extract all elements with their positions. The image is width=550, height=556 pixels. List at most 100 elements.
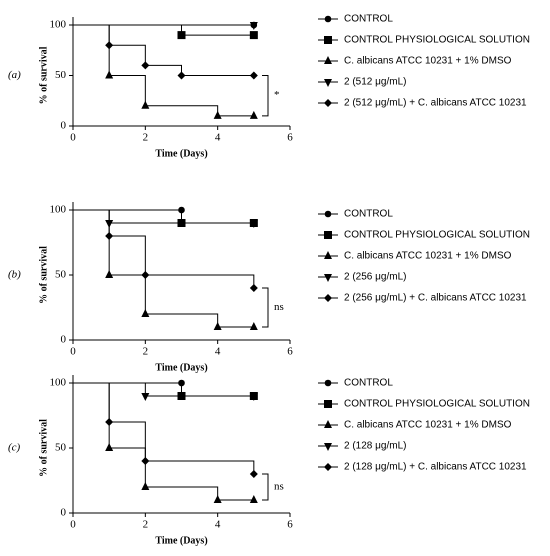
significance-label: ns bbox=[274, 481, 284, 493]
marker bbox=[141, 482, 150, 490]
marker bbox=[141, 393, 150, 401]
survival-line bbox=[73, 209, 254, 224]
marker bbox=[105, 232, 114, 240]
legend-label: 2 (512 μg/mL) + C. albicans ATCC 10231 bbox=[344, 98, 527, 109]
y-tick-label: 100 bbox=[50, 204, 67, 216]
marker bbox=[249, 110, 258, 119]
legend-label: CONTROL bbox=[344, 209, 393, 220]
survival-line bbox=[73, 24, 254, 117]
marker bbox=[249, 284, 258, 292]
marker bbox=[324, 15, 332, 23]
marker bbox=[324, 400, 332, 408]
x-tick-label: 2 bbox=[143, 132, 149, 144]
legend-label: CONTROL PHYSIOLOGICAL SOLUTION bbox=[344, 230, 530, 241]
marker bbox=[324, 231, 332, 239]
marker bbox=[324, 463, 332, 471]
survival-line bbox=[73, 24, 254, 76]
marker bbox=[105, 418, 114, 426]
marker bbox=[105, 270, 114, 278]
significance-bracket bbox=[262, 287, 269, 328]
marker bbox=[249, 495, 258, 503]
marker bbox=[324, 294, 332, 302]
marker bbox=[177, 31, 186, 40]
survival-line bbox=[73, 382, 255, 474]
x-tick-label: 4 bbox=[215, 132, 221, 144]
legend-label: 2 (512 μg/mL) bbox=[344, 77, 406, 88]
legend-label: CONTROL PHYSIOLOGICAL SOLUTION bbox=[344, 399, 530, 410]
legend-label: CONTROL PHYSIOLOGICAL SOLUTION bbox=[344, 35, 530, 46]
marker bbox=[213, 322, 222, 330]
legend-label: C. albicans ATCC 10231 + 1% DMSO bbox=[344, 56, 512, 67]
legend-label: C. albicans ATCC 10231 + 1% DMSO bbox=[344, 420, 512, 431]
marker bbox=[249, 220, 258, 228]
survival-line bbox=[73, 209, 254, 224]
y-axis-label: % of survival bbox=[38, 419, 49, 477]
y-axis-label: % of survival bbox=[38, 246, 49, 304]
marker bbox=[324, 36, 332, 44]
marker bbox=[324, 443, 332, 451]
panel-label: (a) bbox=[8, 69, 21, 81]
x-tick-label: 2 bbox=[143, 346, 149, 358]
significance-bracket bbox=[262, 75, 269, 117]
legend-label: CONTROL bbox=[344, 378, 393, 389]
x-tick-label: 4 bbox=[215, 519, 221, 531]
survival-line bbox=[73, 382, 254, 501]
x-tick-label: 0 bbox=[70, 346, 76, 358]
x-axis-label: Time (Days) bbox=[155, 148, 207, 159]
legend-label: 2 (256 μg/mL) bbox=[344, 272, 406, 283]
marker bbox=[177, 71, 186, 80]
marker bbox=[105, 70, 114, 79]
x-tick-label: 4 bbox=[215, 346, 221, 358]
x-axis-label: Time (Days) bbox=[155, 362, 207, 373]
legend-label: CONTROL bbox=[344, 14, 393, 25]
panel-label: (c) bbox=[8, 442, 21, 454]
y-tick-label: 0 bbox=[61, 334, 67, 346]
significance-bracket bbox=[262, 473, 269, 501]
y-tick-label: 0 bbox=[61, 507, 67, 519]
marker bbox=[324, 79, 332, 87]
survival-line bbox=[73, 24, 254, 36]
marker bbox=[324, 251, 332, 259]
significance-label: ns bbox=[274, 301, 284, 313]
marker bbox=[249, 22, 258, 30]
marker bbox=[141, 309, 150, 317]
x-tick-label: 6 bbox=[287, 346, 293, 358]
marker bbox=[141, 100, 150, 109]
legend-label: 2 (128 μg/mL) bbox=[344, 441, 406, 452]
marker bbox=[249, 71, 258, 80]
y-tick-label: 50 bbox=[55, 69, 67, 81]
x-tick-label: 6 bbox=[287, 519, 293, 531]
y-axis-label: % of survival bbox=[38, 46, 49, 104]
y-tick-label: 0 bbox=[61, 120, 67, 132]
survival-line bbox=[73, 382, 254, 397]
marker bbox=[105, 41, 114, 50]
marker bbox=[249, 322, 258, 330]
marker bbox=[324, 99, 332, 107]
marker bbox=[324, 56, 332, 64]
marker bbox=[105, 443, 114, 451]
marker bbox=[249, 393, 258, 401]
marker bbox=[141, 457, 150, 465]
marker bbox=[324, 274, 332, 282]
survival-line bbox=[73, 209, 254, 328]
y-tick-label: 100 bbox=[50, 19, 67, 31]
y-tick-label: 50 bbox=[55, 442, 67, 454]
marker bbox=[324, 379, 332, 387]
y-tick-label: 50 bbox=[55, 269, 67, 281]
marker bbox=[249, 470, 258, 478]
marker bbox=[141, 271, 150, 279]
survival-line bbox=[73, 209, 255, 288]
significance-label: * bbox=[274, 89, 280, 101]
marker bbox=[213, 110, 222, 119]
x-tick-label: 0 bbox=[70, 519, 76, 531]
x-tick-label: 2 bbox=[143, 519, 149, 531]
marker bbox=[213, 495, 222, 503]
y-tick-label: 100 bbox=[50, 377, 67, 389]
x-tick-label: 0 bbox=[70, 132, 76, 144]
marker bbox=[324, 420, 332, 428]
marker bbox=[141, 61, 150, 70]
panel-label: (b) bbox=[8, 269, 21, 281]
survival-line bbox=[73, 382, 254, 397]
legend-label: 2 (256 μg/mL) + C. albicans ATCC 10231 bbox=[344, 293, 527, 304]
